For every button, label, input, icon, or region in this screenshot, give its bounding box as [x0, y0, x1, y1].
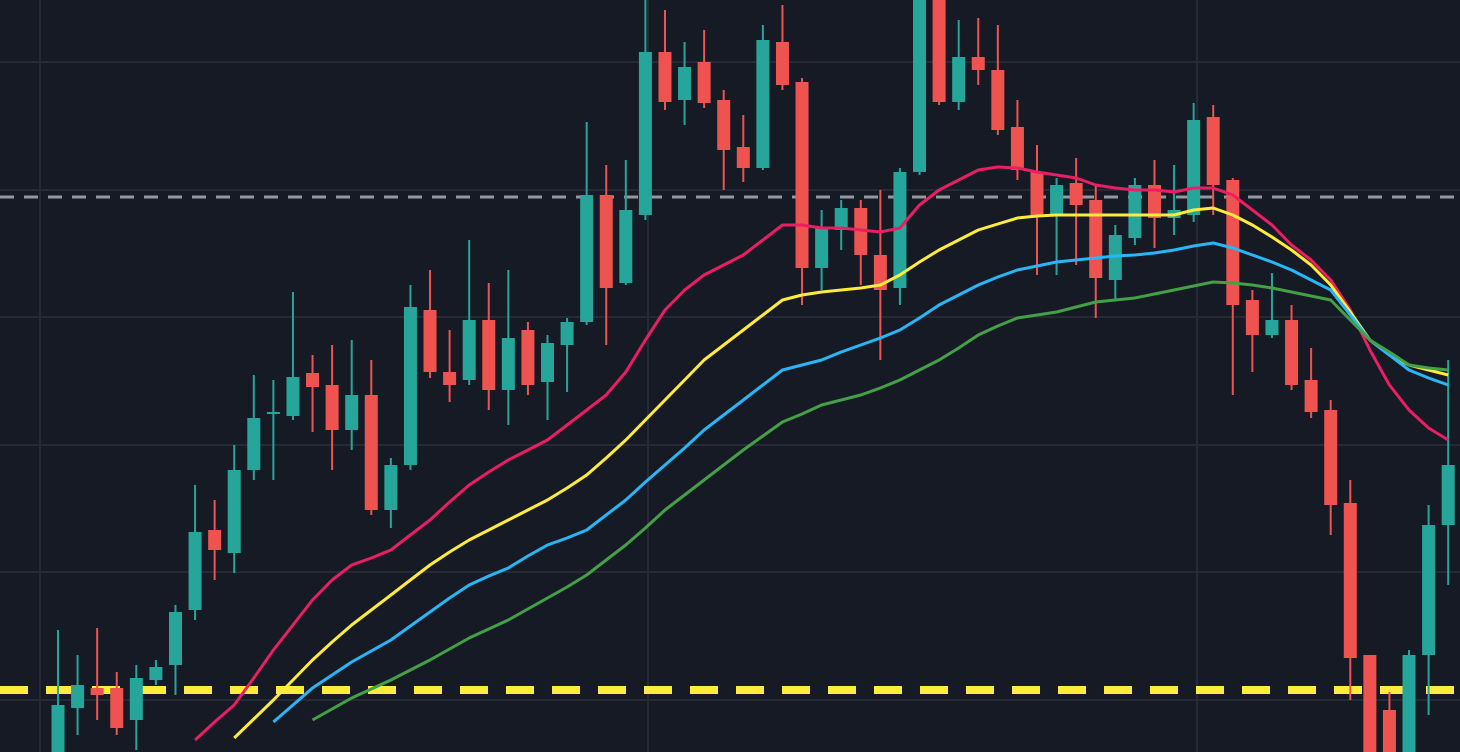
candle-body — [443, 372, 457, 385]
candle-body — [756, 40, 770, 168]
candle-body — [1206, 117, 1220, 185]
candle-body — [345, 395, 359, 430]
moving-average-line — [272, 241, 1449, 724]
candle-body — [1147, 185, 1161, 218]
candle-body — [1089, 200, 1103, 278]
candle-body — [1402, 655, 1416, 752]
candle-body — [129, 678, 143, 720]
candle-body — [423, 310, 437, 372]
candle-body — [952, 57, 966, 102]
candle-body — [893, 172, 907, 288]
candle-body — [873, 255, 887, 290]
candle-body — [1050, 185, 1064, 215]
candle-body — [1422, 525, 1436, 655]
candle-body — [227, 470, 241, 553]
candle-body — [580, 195, 594, 322]
candle-body — [1285, 320, 1299, 385]
candle-body — [815, 228, 829, 268]
candle-body — [462, 320, 476, 380]
candle-body — [51, 705, 65, 752]
moving-average-line — [233, 206, 1449, 740]
candle-body — [932, 0, 946, 102]
candle-body — [1363, 655, 1377, 752]
candle-body — [795, 82, 809, 268]
candle-body — [638, 52, 652, 215]
moving-average-line — [311, 280, 1449, 722]
candle-body — [560, 322, 574, 345]
candle-body — [1343, 503, 1357, 658]
candle-body — [541, 343, 554, 382]
candle-body — [208, 530, 222, 550]
candle-body — [110, 688, 124, 728]
candle-body — [71, 685, 85, 708]
candle-body — [266, 412, 280, 414]
candle-body — [149, 667, 163, 680]
candle-body — [168, 612, 182, 665]
candle-body — [325, 385, 339, 430]
candle-body — [991, 70, 1005, 130]
candle-body — [1187, 120, 1201, 215]
candle-body — [306, 373, 320, 387]
candle-body — [1069, 183, 1083, 205]
candle-body — [501, 338, 515, 390]
candle-body — [1128, 185, 1142, 238]
candle-body — [1382, 710, 1396, 752]
candle-body — [1324, 410, 1338, 505]
candle-body — [658, 52, 672, 102]
candle-body — [482, 320, 496, 390]
candle-body — [1010, 127, 1024, 170]
candle-body — [521, 330, 535, 385]
candle-body — [775, 42, 789, 85]
candle-body — [971, 57, 985, 70]
candle-body — [384, 465, 398, 510]
candle-body — [1441, 465, 1455, 525]
moving-average-line — [194, 165, 1449, 742]
candle-body — [736, 147, 750, 168]
candle-body — [717, 100, 731, 150]
candle-body — [834, 208, 848, 230]
candle-body — [1245, 300, 1259, 335]
candle-body — [1226, 180, 1240, 305]
candle-body — [913, 0, 927, 172]
candle-body — [90, 688, 104, 695]
candle-body — [364, 395, 378, 510]
candle-body — [599, 195, 613, 288]
candle-body — [619, 210, 633, 283]
candle-body — [1265, 320, 1279, 335]
candle-body — [1030, 172, 1044, 215]
candle-body — [188, 532, 202, 610]
candle-body — [286, 377, 300, 416]
candle-body — [1304, 380, 1318, 412]
candle-body — [678, 67, 692, 100]
candle-body — [247, 418, 261, 470]
candle-body — [403, 307, 417, 465]
candle-body — [697, 62, 711, 103]
